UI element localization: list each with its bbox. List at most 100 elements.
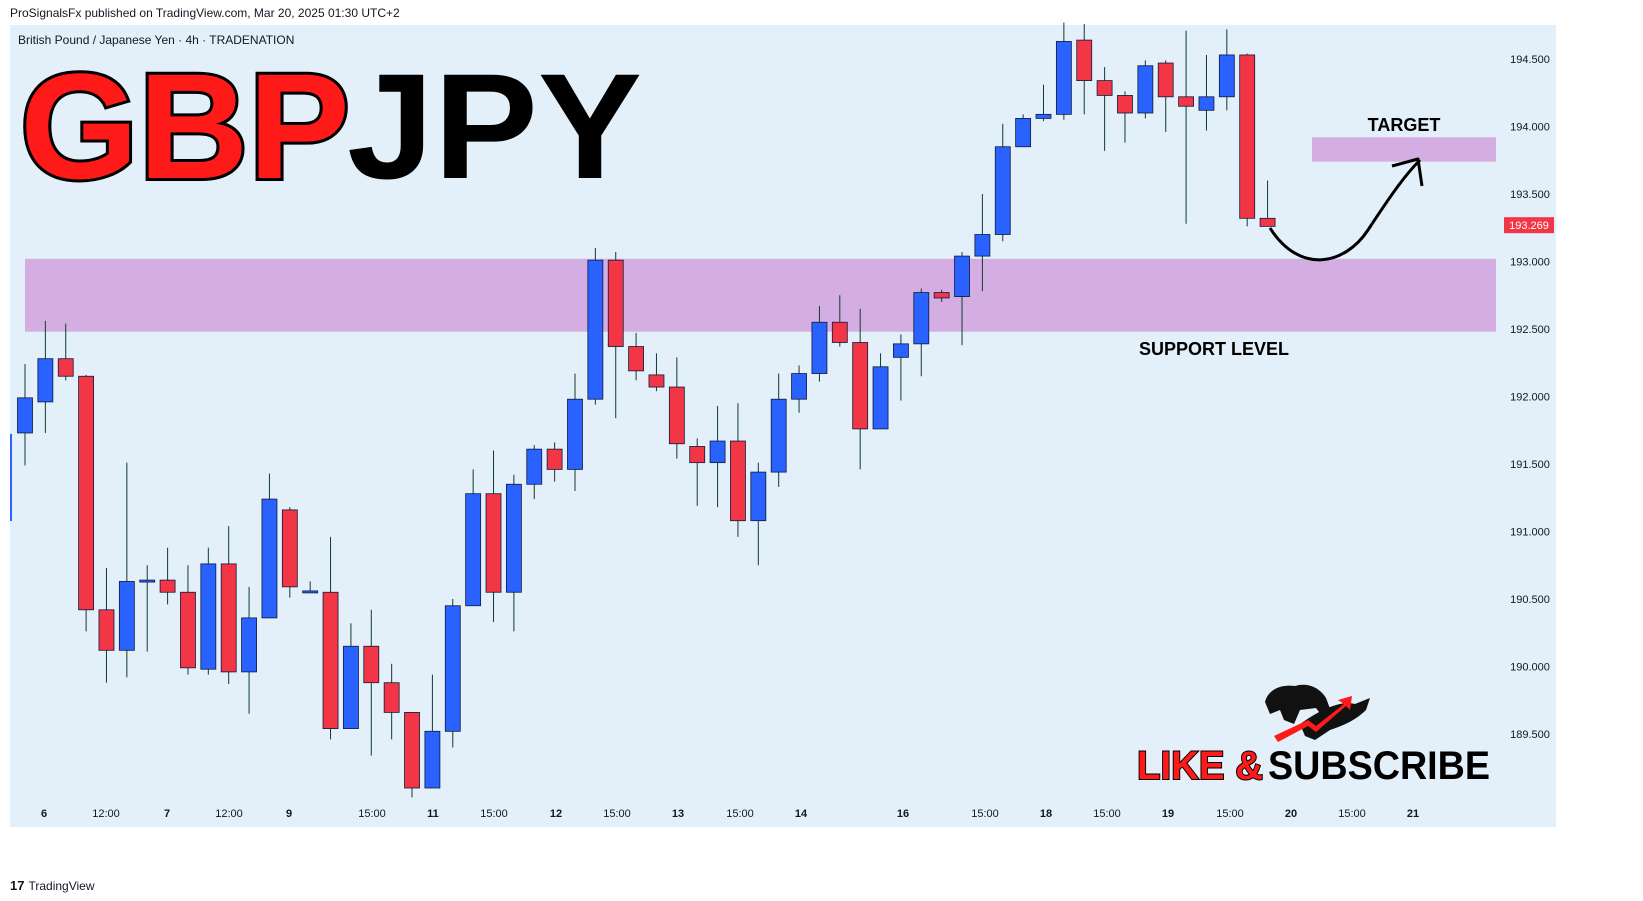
time-tick-label: 15:00 <box>603 808 631 820</box>
candle-up[interactable] <box>118 581 135 651</box>
candle-up[interactable] <box>526 448 543 485</box>
time-tick-label: 18 <box>1040 808 1052 820</box>
target-zone <box>1312 137 1496 162</box>
candle-up[interactable] <box>954 255 970 298</box>
time-axis: 6 12:00 7 12:00 9 15:00 11 15:00 12 15:00 13 15:00 1… <box>41 808 1419 820</box>
candle-up[interactable] <box>791 373 807 400</box>
rising-arrow-icon <box>1274 696 1352 742</box>
candle-up[interactable] <box>1015 118 1032 148</box>
time-tick-label: 7 <box>164 808 170 820</box>
candle-down[interactable] <box>648 374 665 388</box>
candle-up[interactable] <box>37 358 54 403</box>
candle-down[interactable] <box>1117 95 1133 114</box>
time-tick-label: 15:00 <box>726 808 754 820</box>
time-tick-label: 15:00 <box>971 808 999 820</box>
time-tick-label: 20 <box>1285 808 1297 820</box>
footer: 17 TradingView <box>10 878 95 893</box>
target-label: TARGET <box>1368 115 1441 135</box>
candle-up[interactable] <box>770 398 787 473</box>
candle-down[interactable] <box>322 591 339 730</box>
price-tick-label: 192.500 <box>1510 324 1550 336</box>
candle-down[interactable] <box>730 440 746 522</box>
candle-down[interactable] <box>180 591 196 669</box>
candle-down[interactable] <box>933 292 950 299</box>
candle-up[interactable] <box>302 590 319 594</box>
candle-down[interactable] <box>281 509 298 588</box>
candle-up[interactable] <box>872 366 889 430</box>
time-tick-label: 6 <box>41 808 47 820</box>
price-tick-label: 192.000 <box>1510 392 1550 404</box>
candle-up[interactable] <box>241 617 257 673</box>
published-by-line: ProSignalsFx published on TradingView.co… <box>10 6 400 20</box>
candle-down[interactable] <box>1239 54 1256 219</box>
time-tick-label: 15:00 <box>1338 808 1366 820</box>
candle-up[interactable] <box>913 292 930 345</box>
time-tick-label: 14 <box>795 808 808 820</box>
candle-up[interactable] <box>567 398 583 470</box>
candle-down[interactable] <box>689 446 706 464</box>
candle-down[interactable] <box>852 342 869 430</box>
candle-down[interactable] <box>1076 39 1093 81</box>
candle-up[interactable] <box>424 730 441 789</box>
candle-up[interactable] <box>750 471 767 522</box>
candle-down[interactable] <box>404 712 420 789</box>
tradingview-logo-icon: 17 <box>10 878 25 893</box>
candle-up[interactable] <box>1055 41 1072 115</box>
candle-down[interactable] <box>546 448 563 470</box>
candle-down[interactable] <box>607 259 624 347</box>
candle-down[interactable] <box>628 346 644 372</box>
price-tick-label: 190.000 <box>1510 662 1550 674</box>
candle-down[interactable] <box>1157 62 1174 98</box>
support-zone <box>25 258 1496 332</box>
projection-arrowhead <box>1391 157 1424 187</box>
candle-up[interactable] <box>1035 113 1052 119</box>
support-label: SUPPORT LEVEL <box>1139 339 1289 359</box>
time-tick-label: 12:00 <box>92 808 120 820</box>
candle-up[interactable] <box>444 605 461 732</box>
candle-up[interactable] <box>465 493 482 607</box>
candle-up[interactable] <box>505 483 522 593</box>
candle-up[interactable] <box>974 234 991 257</box>
price-tick-label: 193.500 <box>1510 189 1550 201</box>
candle-up[interactable] <box>994 146 1011 235</box>
candle-up[interactable] <box>200 563 217 670</box>
bull-bear-logo <box>1265 684 1370 742</box>
time-tick-label: 15:00 <box>358 808 386 820</box>
candle-up[interactable] <box>811 321 828 374</box>
candle-down[interactable] <box>831 321 848 343</box>
candle-up[interactable] <box>1198 96 1215 111</box>
candle-down[interactable] <box>78 375 95 611</box>
title-gbp: GBP <box>20 42 350 210</box>
subscribe-label: SUBSCRIBE <box>1268 744 1490 788</box>
candle-down[interactable] <box>1259 217 1276 227</box>
candle-down[interactable] <box>383 682 400 713</box>
like-label: LIKE & <box>1137 744 1263 788</box>
candle-down[interactable] <box>57 358 74 377</box>
candle-up[interactable] <box>17 397 33 434</box>
candle-down[interactable] <box>668 386 685 445</box>
candle-down[interactable] <box>159 579 176 593</box>
price-tick-label: 191.000 <box>1510 527 1550 539</box>
footer-brand[interactable]: TradingView <box>28 878 95 893</box>
title-jpy: JPY <box>347 42 642 210</box>
candle-up[interactable] <box>139 579 156 583</box>
candle-up[interactable] <box>261 498 278 619</box>
candle-up[interactable] <box>709 440 726 464</box>
candle-up[interactable] <box>1218 54 1235 98</box>
last-price-tag: 193.269 <box>1504 217 1554 234</box>
candle-up[interactable] <box>343 645 359 729</box>
time-tick-label: 15:00 <box>1216 808 1244 820</box>
price-tick-label: 190.500 <box>1510 594 1550 606</box>
candle-down[interactable] <box>98 609 115 651</box>
candle-down[interactable] <box>363 645 380 684</box>
price-tick-label: 194.500 <box>1510 54 1550 66</box>
candle-down[interactable] <box>1096 80 1113 96</box>
candle-down[interactable] <box>485 493 502 593</box>
candle-up[interactable] <box>893 343 909 358</box>
time-tick-label: 15:00 <box>1093 808 1121 820</box>
candle-up[interactable] <box>587 259 604 400</box>
candle-down[interactable] <box>220 563 237 673</box>
candle-up[interactable] <box>1137 65 1154 114</box>
candle-down[interactable] <box>1178 96 1194 107</box>
